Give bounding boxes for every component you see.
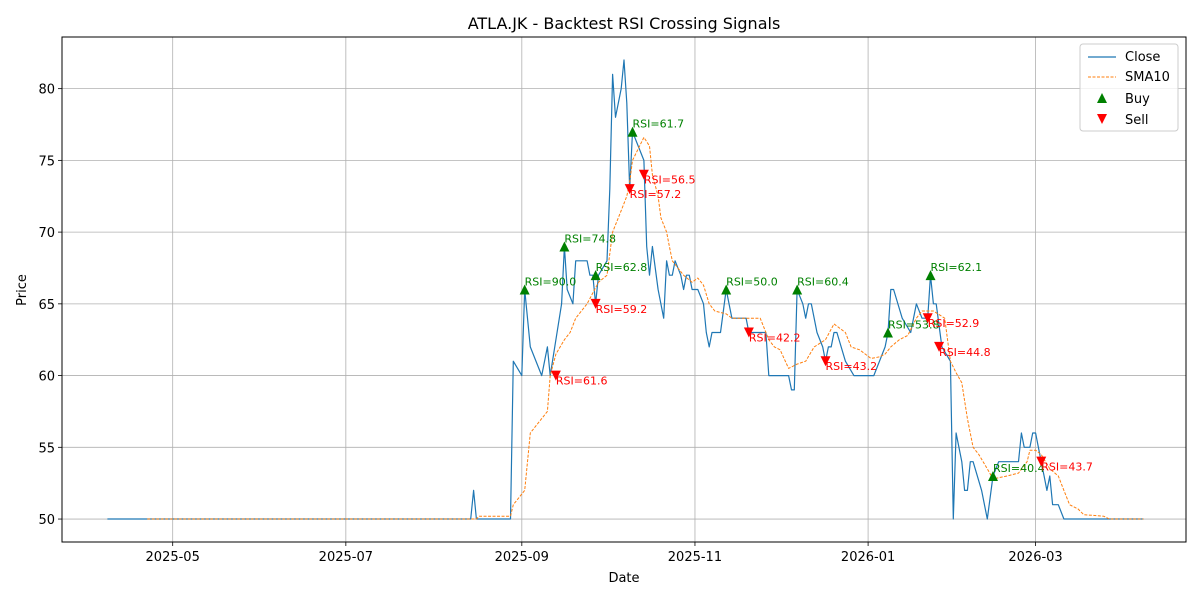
x-tick-label: 2025-05 xyxy=(146,550,200,565)
buy-signal-marker xyxy=(627,126,638,137)
x-tick-label: 2025-11 xyxy=(668,550,722,565)
sell-signal-marker xyxy=(638,169,649,180)
grid-lines xyxy=(62,37,1186,542)
buy-rsi-label: RSI=61.7 xyxy=(633,118,685,131)
sell-signal-marker xyxy=(934,341,945,352)
close-price-line xyxy=(107,59,1144,520)
legend: Close SMA10 Buy Sell xyxy=(1079,43,1179,132)
buy-signal-marker xyxy=(882,327,893,338)
legend-buy-label: Buy xyxy=(1125,92,1150,107)
legend-sell-label: Sell xyxy=(1125,113,1148,128)
sell-signal-marker xyxy=(1036,456,1047,467)
legend-close-label: Close xyxy=(1125,50,1160,65)
sell-rsi-label: RSI=43.7 xyxy=(1041,461,1093,474)
x-tick-label: 2026-03 xyxy=(1008,550,1062,565)
series-layer xyxy=(107,59,1144,520)
x-axis-label: Date xyxy=(608,571,639,586)
buy-signal-marker xyxy=(925,270,936,281)
sell-rsi-label: RSI=52.9 xyxy=(928,317,980,330)
sell-signal-marker xyxy=(820,356,831,367)
buy-rsi-label: RSI=74.8 xyxy=(564,232,616,245)
sell-rsi-label: RSI=61.6 xyxy=(556,375,608,388)
sell-rsi-label: RSI=57.2 xyxy=(630,188,682,201)
y-tick-label: 80 xyxy=(38,83,55,98)
buy-signal-marker xyxy=(721,284,732,295)
buy-rsi-label: RSI=62.1 xyxy=(931,261,983,274)
buy-rsi-label: RSI=60.4 xyxy=(797,276,849,289)
legend-buy-triangle-icon xyxy=(1097,93,1107,103)
y-axis-label: Price xyxy=(15,274,30,306)
x-axis: 2025-05 2025-07 2025-09 2025-11 2026-01 2026-… xyxy=(146,542,1063,565)
buy-signal-marker xyxy=(590,270,601,281)
sell-signal-marker xyxy=(922,313,933,324)
plot-frame xyxy=(61,36,1187,543)
sma10-line xyxy=(147,136,1144,520)
signal-markers: RSI=90.0 RSI=74.8 RSI=62.8 RSI=61.7 RSI=50.0… xyxy=(519,118,1093,482)
legend-sma10-label: SMA10 xyxy=(1125,70,1170,85)
y-tick-label: 50 xyxy=(38,513,55,528)
sell-rsi-label: RSI=56.5 xyxy=(644,174,696,187)
x-tick-label: 2026-01 xyxy=(841,550,895,565)
plot-area xyxy=(62,37,1186,542)
sell-signal-marker xyxy=(590,298,601,309)
buy-rsi-label: RSI=62.8 xyxy=(596,261,648,274)
buy-signal-marker xyxy=(987,471,998,482)
sell-signal-marker xyxy=(743,327,754,338)
legend-box xyxy=(1079,43,1179,132)
buy-rsi-label: RSI=40.4 xyxy=(993,462,1045,475)
sell-rsi-label: RSI=42.2 xyxy=(749,332,801,345)
buy-signal-marker xyxy=(792,284,803,295)
x-tick-label: 2025-09 xyxy=(495,550,549,565)
x-tick-label: 2025-07 xyxy=(319,550,373,565)
buy-rsi-label: RSI=90.0 xyxy=(525,276,577,289)
y-tick-label: 65 xyxy=(38,298,55,313)
sell-rsi-label: RSI=59.2 xyxy=(596,303,648,316)
buy-signal-marker xyxy=(519,284,530,295)
sell-rsi-label: RSI=43.2 xyxy=(826,360,878,373)
chart-title: ATLA.JK - Backtest RSI Crossing Signals xyxy=(468,14,781,33)
y-tick-label: 55 xyxy=(38,441,55,456)
sell-signal-marker xyxy=(624,184,635,195)
legend-sell-triangle-icon xyxy=(1097,114,1107,124)
buy-rsi-label: RSI=53.8 xyxy=(888,319,940,332)
sell-signal-marker xyxy=(550,370,561,381)
y-axis: 50 55 60 65 70 75 80 xyxy=(38,83,62,528)
y-tick-label: 75 xyxy=(38,154,55,169)
y-tick-label: 60 xyxy=(38,370,55,385)
buy-rsi-label: RSI=50.0 xyxy=(726,276,778,289)
buy-signal-marker xyxy=(559,241,570,252)
y-tick-label: 70 xyxy=(38,226,55,241)
sell-rsi-label: RSI=44.8 xyxy=(939,346,991,359)
